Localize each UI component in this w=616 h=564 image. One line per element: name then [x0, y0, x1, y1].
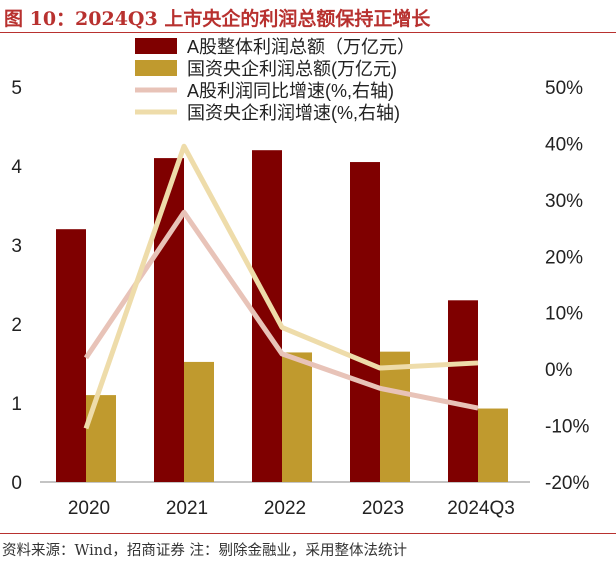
bar-ashare	[56, 229, 86, 482]
legend-label: 国资央企利润总额(万亿元)	[187, 59, 397, 79]
source-note: 资料来源：Wind，招商证券 注：剔除金融业，采用整体法统计	[2, 543, 408, 559]
x-tick-label: 2024Q3	[447, 498, 515, 519]
legend-swatch	[135, 60, 177, 76]
x-tick-label: 2020	[68, 498, 110, 519]
right-tick-label: 40%	[545, 134, 583, 155]
right-tick-label: 50%	[545, 78, 583, 99]
right-tick-label: 0%	[545, 360, 573, 381]
figure-title: 图 10：2024Q3 上市央企的利润总额保持正增长	[4, 8, 431, 30]
left-tick-label: 5	[11, 78, 22, 99]
right-tick-label: -20%	[545, 473, 589, 494]
legend-label: A股利润同比增速(%,右轴)	[187, 81, 394, 101]
footer-divider	[0, 533, 616, 534]
left-tick-label: 4	[11, 157, 22, 178]
bar-soe	[184, 361, 214, 482]
bar-soe	[282, 352, 312, 482]
right-tick-label: 30%	[545, 191, 583, 212]
line-soe-growth	[83, 143, 479, 430]
right-tick-label: 10%	[545, 304, 583, 325]
bar-soe	[380, 351, 410, 482]
right-tick-label: 20%	[545, 247, 583, 268]
x-tick-label: 2022	[264, 498, 306, 519]
legend-label: A股整体利润总额（万亿元）	[187, 37, 415, 57]
legend-label: 国资央企利润增速(%,右轴)	[187, 103, 400, 123]
left-tick-label: 1	[11, 394, 22, 415]
bar-ashare	[448, 300, 478, 482]
line-ashare-growth	[83, 209, 479, 411]
legend-swatch	[135, 38, 177, 54]
title-divider	[0, 32, 616, 33]
bar-ashare	[350, 162, 380, 483]
left-tick-label: 0	[11, 473, 22, 494]
right-tick-label: -10%	[545, 417, 589, 438]
x-tick-label: 2023	[362, 498, 404, 519]
bar-soe	[478, 408, 508, 482]
bar-ashare	[154, 158, 184, 482]
left-tick-label: 3	[11, 236, 22, 257]
left-tick-label: 2	[11, 315, 22, 336]
x-tick-label: 2021	[166, 498, 208, 519]
